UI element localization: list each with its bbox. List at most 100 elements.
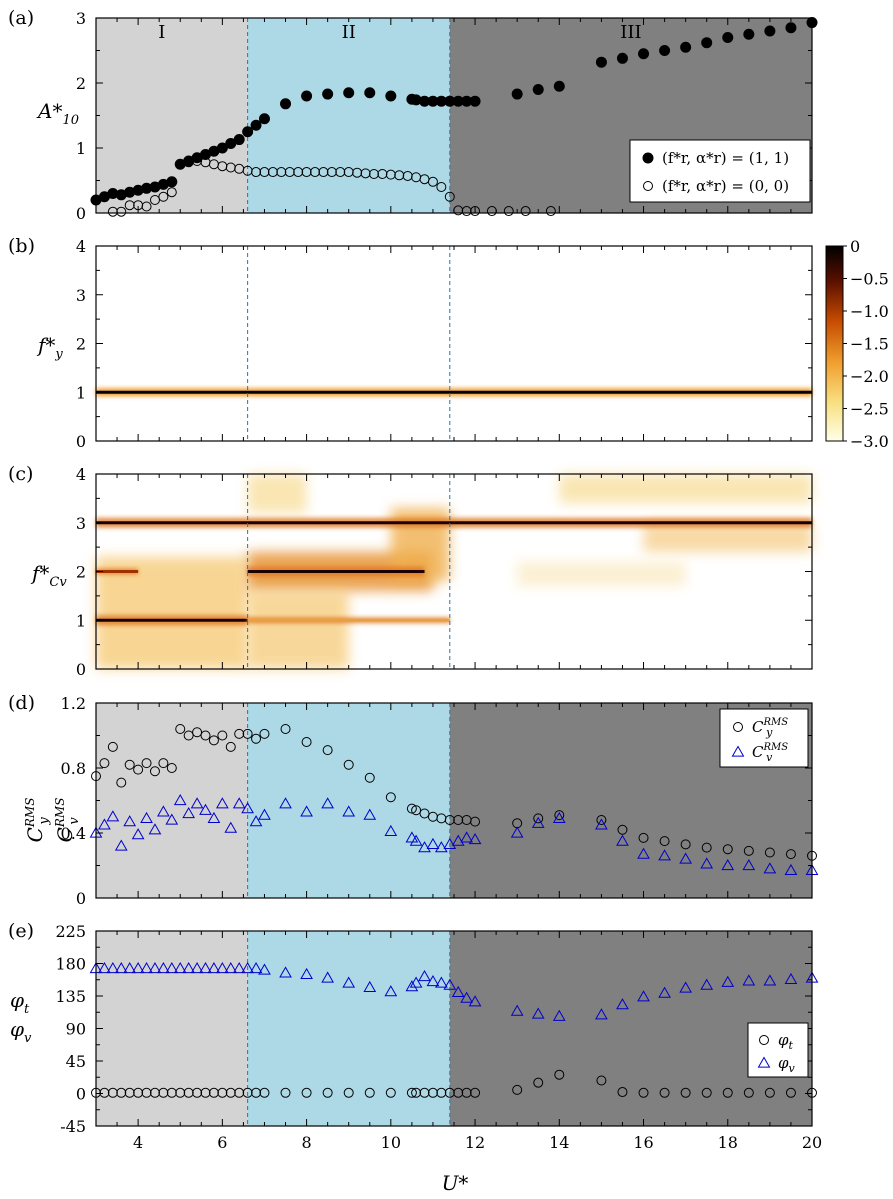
data-point xyxy=(680,41,692,53)
data-point xyxy=(764,25,776,37)
data-point xyxy=(215,797,229,809)
data-point xyxy=(701,37,713,49)
panel-b: 0 1 2 3 4 (b) f*y xyxy=(8,235,813,451)
data-point xyxy=(596,815,607,825)
data-point xyxy=(217,1087,228,1098)
y-tick-label: 2 xyxy=(76,335,86,354)
data-point xyxy=(322,1087,333,1098)
data-point xyxy=(453,815,464,825)
colorbar: 0 −0.5 −1.0 −1.5 −2.0 −2.5 −3.0 xyxy=(825,237,889,451)
data-point xyxy=(251,1087,262,1098)
data-point xyxy=(510,1004,524,1016)
y-tick-label: 45 xyxy=(66,1052,86,1071)
data-point xyxy=(460,831,473,843)
series-2 xyxy=(89,962,819,1021)
data-point xyxy=(763,862,777,874)
legend: CRMS y CRMS v xyxy=(719,708,809,768)
data-point xyxy=(785,849,796,860)
data-point xyxy=(284,167,295,178)
data-point xyxy=(700,857,714,869)
data-point xyxy=(377,169,388,179)
data-point xyxy=(700,978,714,990)
y-tick-label: 225 xyxy=(55,922,86,941)
data-point xyxy=(232,962,246,974)
data-point xyxy=(166,176,178,188)
data-point xyxy=(190,962,204,974)
data-point xyxy=(679,981,693,993)
colorbar-gradient xyxy=(825,245,844,442)
data-point xyxy=(595,818,608,830)
data-point xyxy=(763,974,777,986)
data-point xyxy=(99,758,110,769)
y-tick-label: -45 xyxy=(60,1117,86,1136)
data-point xyxy=(512,1084,523,1095)
panel-c: 0 1 2 3 4 (c) f*Cv xyxy=(8,463,813,679)
data-point xyxy=(722,1087,733,1098)
data-point xyxy=(784,972,798,985)
data-point xyxy=(173,962,187,974)
data-point xyxy=(722,32,734,43)
data-point xyxy=(251,733,262,744)
data-point xyxy=(659,45,671,56)
colorbar-tick-label: 0 xyxy=(850,237,860,256)
data-point xyxy=(99,1087,110,1098)
data-point xyxy=(554,1069,565,1080)
data-point xyxy=(469,95,481,107)
data-point xyxy=(743,845,754,856)
series-1 xyxy=(91,724,817,861)
data-point xyxy=(124,1087,135,1098)
data-point xyxy=(199,962,212,974)
legend: (f*r, α*r) = (1, 1) (f*r, α*r) = (0, 0) xyxy=(629,139,811,203)
data-point xyxy=(280,1087,291,1098)
data-point xyxy=(157,962,170,974)
data-point xyxy=(742,974,756,986)
data-point xyxy=(679,852,693,864)
data-point xyxy=(114,839,128,851)
colorbar-tick-label: −2.0 xyxy=(850,367,889,386)
data-point xyxy=(182,806,196,819)
x-tick-label: 4 xyxy=(133,1133,143,1152)
data-point xyxy=(638,1087,649,1098)
data-point xyxy=(107,741,118,752)
y-axis-label: f*y xyxy=(36,333,63,362)
data-point xyxy=(637,990,650,1002)
x-tick-label: 8 xyxy=(301,1133,311,1152)
data-point xyxy=(658,849,671,861)
data-point xyxy=(267,167,278,178)
data-point xyxy=(343,167,354,178)
data-point xyxy=(460,991,473,1003)
data-point xyxy=(123,815,137,827)
data-point xyxy=(216,142,228,154)
data-point xyxy=(470,816,481,827)
x-tick-label: 16 xyxy=(633,1133,653,1152)
legend-entry: φt xyxy=(778,1031,794,1052)
data-point xyxy=(158,758,169,769)
data-point xyxy=(133,764,144,775)
data-point xyxy=(232,797,246,809)
data-point xyxy=(141,201,152,212)
data-point xyxy=(192,727,203,738)
data-point xyxy=(165,962,179,974)
data-point xyxy=(208,735,219,746)
data-point xyxy=(680,1087,691,1098)
data-point xyxy=(616,998,629,1010)
data-point xyxy=(225,1087,236,1098)
data-point xyxy=(157,805,170,817)
data-point xyxy=(342,805,356,817)
data-point xyxy=(217,730,228,741)
y-tick-label: 0.4 xyxy=(61,824,86,843)
data-point xyxy=(250,119,262,131)
data-point xyxy=(520,206,531,217)
data-point xyxy=(721,975,735,987)
data-point xyxy=(451,834,465,846)
data-point xyxy=(595,56,607,68)
data-point xyxy=(249,815,263,827)
data-point xyxy=(175,724,186,734)
data-point xyxy=(360,168,371,179)
y-tick-label: 0 xyxy=(76,1085,86,1104)
legend-entry: (f*r, α*r) = (0, 0) xyxy=(662,177,789,195)
data-point xyxy=(385,1087,396,1098)
